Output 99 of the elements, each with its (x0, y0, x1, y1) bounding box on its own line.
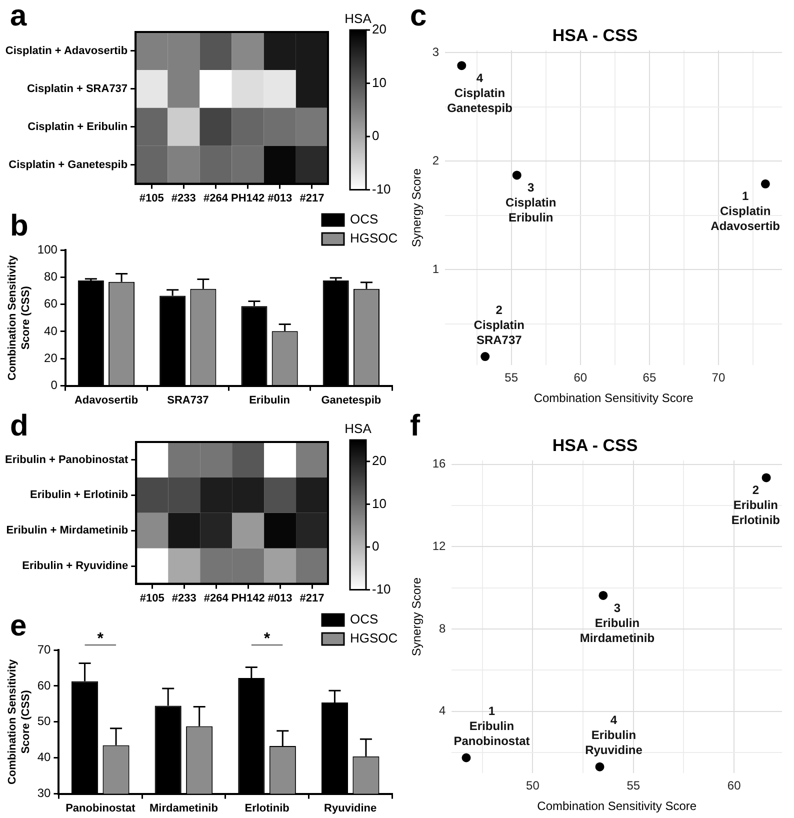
x-tick-label: PH142 (230, 192, 265, 204)
legend-label: HGSOC (350, 230, 398, 246)
y-tick-label: 2 (432, 153, 440, 168)
x-tick-label: #264 (204, 592, 230, 604)
y-tick-label: 40 (37, 750, 52, 764)
annotation: 3 Eribulin Mirdametinib (580, 600, 655, 645)
y-tick-label: Cisplatin + Adavosertib (5, 45, 128, 58)
y-tick-label: 16 (432, 456, 446, 471)
text: a (10, 0, 27, 32)
x-tick-label: #233 (172, 592, 196, 604)
y-tick-label: Cisplatin + SRA737 (26, 82, 128, 95)
x-tick-label: 60 (574, 370, 588, 385)
y-tick-label: 1 (432, 262, 440, 276)
y-tick-label: Cisplatin + Ganetespib (8, 158, 128, 171)
y-tick-label: 20 (44, 350, 58, 365)
x-tick-label: Adavosertib (74, 394, 138, 406)
x-axis-title: Combination Sensitivity Score (534, 391, 694, 406)
x-tick-label: 65 (642, 370, 656, 385)
chart-title: HSA - CSS (552, 436, 638, 455)
x-tick-label: 55 (504, 370, 518, 385)
y-tick-label: 8 (439, 621, 446, 636)
text: * (264, 630, 271, 648)
text: f (410, 409, 421, 442)
point (760, 179, 770, 188)
y-axis-title: Combination Sensitivity Score (CSS) (6, 254, 32, 381)
y-tick-label: Eribulin + Erlotinib (30, 489, 128, 502)
annotation: 2 Cisplatin SRA737 (474, 302, 524, 347)
y-tick-label: Eribulin + Mirdametinib (6, 524, 128, 537)
y-tick-label: 40 (44, 324, 58, 338)
text: e (10, 609, 27, 642)
point (598, 590, 608, 600)
color-bar-label: 0 (372, 128, 380, 144)
x-tick-label: #264 (204, 192, 229, 204)
text: * (97, 630, 104, 648)
text: d (10, 409, 28, 442)
x-tick-label: #013 (268, 592, 292, 604)
annotation: 4 Cisplatin Ganetespib (447, 70, 512, 115)
y-tick-label: 12 (432, 538, 446, 553)
y-tick-label: 3 (432, 44, 440, 59)
x-tick-label: 55 (626, 778, 640, 793)
y-tick-label: 50 (37, 714, 52, 728)
y-tick-label: 0 (50, 378, 58, 392)
legend-label: OCS (350, 212, 378, 227)
x-tick-label: 70 (712, 370, 726, 385)
annotation: 1 Cisplatin Adavosertib (710, 189, 780, 234)
x-tick-label: #013 (268, 192, 292, 204)
point (462, 753, 471, 762)
x-tick-label: 50 (526, 778, 540, 793)
x-tick-label: SRA737 (167, 394, 209, 406)
color-bar-label: 20 (372, 452, 386, 468)
x-tick-label: Mirdametinib (149, 802, 218, 814)
text: b (10, 209, 28, 242)
point (480, 352, 490, 362)
y-tick-label: Eribulin + Panobinostat (4, 454, 128, 466)
x-tick-label: PH142 (231, 592, 265, 604)
y-tick-label: 80 (44, 269, 58, 284)
color-bar-title: HSA (344, 421, 372, 436)
legend-label: OCS (350, 612, 378, 627)
y-tick-label: 60 (37, 678, 52, 692)
x-tick-label: Erlotinib (244, 802, 290, 814)
point (595, 762, 604, 772)
x-tick-label: 60 (727, 778, 742, 793)
y-tick-label: 100 (37, 242, 58, 256)
x-tick-label: #217 (300, 192, 324, 204)
x-tick-label: #217 (300, 592, 324, 604)
x-tick-label: #105 (140, 592, 164, 604)
y-tick-label: Eribulin + Ryuvidine (22, 560, 128, 572)
x-tick-label: Ryuvidine (324, 802, 377, 814)
annotation: 1 Eribulin Panobinostat (454, 704, 530, 748)
color-bar-label: 10 (372, 74, 386, 90)
y-tick-label: 70 (37, 642, 52, 656)
color-bar-title: HSA (344, 11, 372, 26)
color-bar-label: -10 (372, 581, 391, 596)
y-tick-label: 4 (439, 704, 446, 718)
y-axis-title: Synergy Score (410, 168, 424, 248)
y-tick-label: Cisplatin + Eribulin (28, 120, 128, 133)
color-bar-label: 0 (372, 538, 380, 554)
x-tick-label: Eribulin (249, 394, 290, 406)
y-tick-label: 60 (44, 296, 58, 311)
x-axis-title: Combination Sensitivity Score (537, 799, 697, 814)
point (512, 170, 522, 180)
legend-label: HGSOC (350, 630, 398, 646)
x-tick-label: #233 (171, 192, 196, 204)
x-tick-label: #105 (139, 192, 164, 204)
y-tick-label: 30 (37, 786, 52, 800)
y-axis-title: Combination Sensitivity Score (CSS) (6, 658, 32, 785)
x-tick-label: Panobinostat (66, 802, 136, 814)
color-bar-label: 10 (372, 496, 386, 511)
point (762, 473, 771, 482)
annotation: 3 Cisplatin Eribulin (506, 180, 556, 225)
color-bar-label: -10 (372, 181, 391, 196)
text: c (410, 0, 427, 32)
color-bar-label: 20 (372, 22, 386, 37)
y-axis-title: Synergy Score (410, 577, 424, 656)
x-tick-label: Ganetespib (321, 394, 382, 406)
chart-title: HSA - CSS (552, 26, 638, 45)
annotation: 2 Eribulin Erlotinib (731, 483, 780, 528)
point (457, 61, 466, 70)
annotation: 4 Eribulin Ryuvidine (585, 713, 643, 758)
